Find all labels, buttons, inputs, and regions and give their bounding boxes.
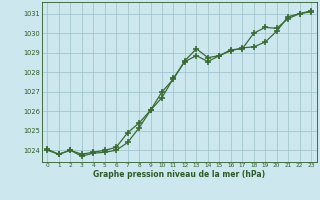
X-axis label: Graphe pression niveau de la mer (hPa): Graphe pression niveau de la mer (hPa) [93,170,265,179]
